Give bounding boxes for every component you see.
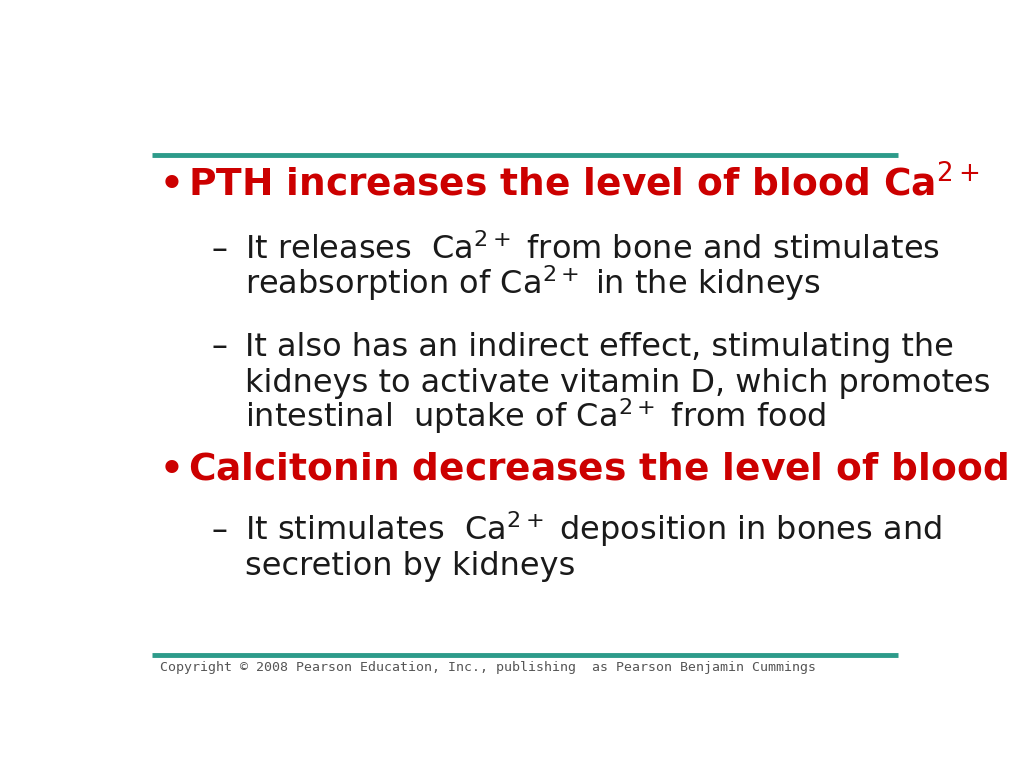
Text: It releases  Ca$^{2+}$ from bone and stimulates: It releases Ca$^{2+}$ from bone and stim… [246,233,940,266]
Text: •: • [160,452,183,488]
Text: –: – [211,333,227,363]
Text: It stimulates  Ca$^{2+}$ deposition in bones and: It stimulates Ca$^{2+}$ deposition in bo… [246,509,942,549]
Text: intestinal  uptake of Ca$^{2+}$ from food: intestinal uptake of Ca$^{2+}$ from food [246,397,826,436]
Text: –: – [211,516,227,547]
Text: reabsorption of Ca$^{2+}$ in the kidneys: reabsorption of Ca$^{2+}$ in the kidneys [246,263,821,303]
Text: PTH increases the level of blood Ca$^{2+}$: PTH increases the level of blood Ca$^{2+… [187,164,979,204]
Text: kidneys to activate vitamin D, which promotes: kidneys to activate vitamin D, which pro… [246,368,991,399]
Text: –: – [211,235,227,266]
Text: Copyright © 2008 Pearson Education, Inc., publishing  as Pearson Benjamin Cummin: Copyright © 2008 Pearson Education, Inc.… [160,661,816,674]
Text: It also has an indirect effect, stimulating the: It also has an indirect effect, stimulat… [246,333,954,363]
Text: Calcitonin decreases the level of blood Ca$^{2+}$: Calcitonin decreases the level of blood … [187,449,1024,488]
Text: •: • [160,167,183,204]
Text: secretion by kidneys: secretion by kidneys [246,551,575,582]
